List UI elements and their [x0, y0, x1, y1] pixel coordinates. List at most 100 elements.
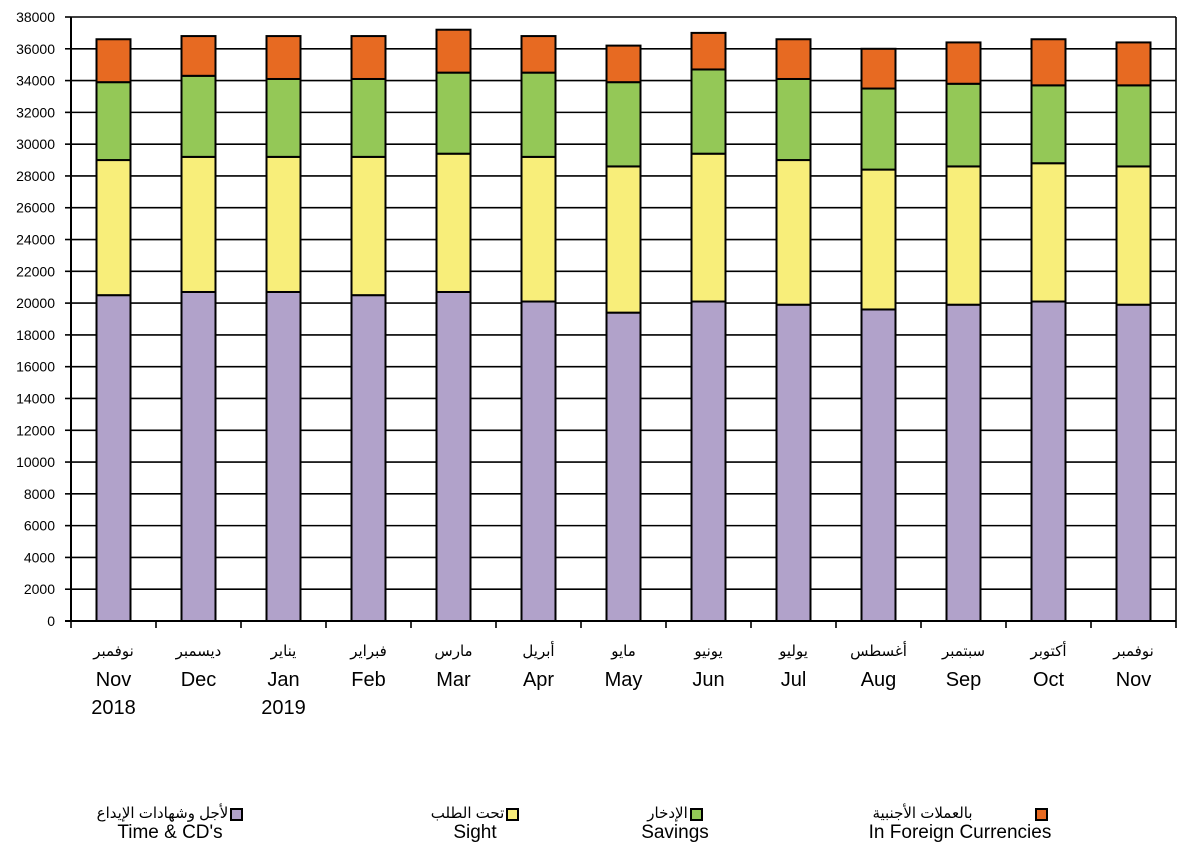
bar-segment — [775, 38, 812, 80]
x-tick-label-en: Sep — [946, 669, 982, 691]
bar-segment — [350, 294, 387, 622]
legend-item-sight: تحت الطلب Sight — [400, 804, 550, 844]
x-tick-label-year: 2019 — [261, 697, 306, 719]
stacked-bar-chart: 0 2000 4000 6000 8000 10000 12000 14000 16000 180… — [16, 9, 1177, 719]
bar-segment — [860, 47, 897, 90]
x-tick-label-ar: نوفمبر — [92, 642, 134, 660]
bar-segment — [1115, 84, 1152, 168]
bar-segment — [690, 31, 727, 71]
legend-swatch — [506, 807, 520, 821]
bar-segment — [1030, 300, 1067, 622]
bar-segment — [1030, 38, 1067, 87]
bar-segment — [1115, 303, 1152, 622]
bar-segment — [945, 303, 982, 622]
bar-segment — [860, 308, 897, 622]
bar-segment — [435, 152, 472, 293]
bar-segment — [265, 77, 302, 158]
bar-segment — [1030, 84, 1067, 165]
bar-segment — [350, 35, 387, 80]
y-tick-label: 24000 — [16, 232, 55, 248]
x-tick-label-en: Feb — [351, 669, 385, 691]
bar-segment — [945, 165, 982, 306]
legend-swatch — [1034, 807, 1048, 821]
bar-segment — [605, 81, 642, 168]
bar-segment — [690, 300, 727, 622]
y-tick-label: 34000 — [16, 73, 55, 89]
axes — [65, 16, 1177, 628]
y-tick-label: 26000 — [16, 200, 55, 216]
x-tick-label-en: Mar — [436, 669, 471, 691]
bar-segment — [605, 311, 642, 622]
x-tick-label-en: May — [605, 669, 643, 691]
y-tick-label: 12000 — [16, 422, 55, 438]
y-tick-label: 14000 — [16, 390, 55, 406]
legend-label-en: Savings — [641, 822, 709, 843]
y-tick-label: 2000 — [24, 581, 55, 597]
bar-segment — [265, 155, 302, 293]
x-tick-label-ar: فبراير — [349, 642, 387, 660]
bar-segment — [605, 44, 642, 84]
bar-segment — [520, 71, 557, 158]
x-tick-label-en: Jan — [267, 669, 299, 691]
x-tick-label-en: Oct — [1033, 669, 1065, 691]
y-tick-label: 32000 — [16, 104, 55, 120]
bar-segment — [775, 303, 812, 622]
bar-segment — [690, 68, 727, 155]
bar-segment — [435, 71, 472, 155]
bar-segment — [265, 35, 302, 80]
bar-segment — [95, 159, 132, 297]
legend-label-ar: الإدخار — [647, 805, 688, 822]
x-tick-label-ar: سبتمبر — [941, 642, 985, 660]
y-tick-label: 6000 — [24, 518, 55, 534]
x-tick-label-en: Nov — [96, 669, 132, 691]
legend-item-foreign-currencies: بالعملات الأجنبية In Foreign Currencies — [830, 804, 1090, 844]
legend-item-savings: الإدخار Savings — [600, 804, 750, 844]
bar-segment — [95, 294, 132, 622]
x-axis-tick-labels: نوفمبر Nov 2018 ديسمبر Dec يناير Jan 2019 فبراير… — [91, 641, 1154, 719]
legend-item-time-cds: لأجل وشهادات الإيداع Time & CD's — [70, 804, 270, 844]
legend-label-en: In Foreign Currencies — [868, 822, 1052, 843]
y-axis-tick-labels: 0 2000 4000 6000 8000 10000 12000 14000 16000 180… — [16, 9, 55, 629]
x-tick-label-ar: يوليو — [778, 642, 808, 660]
x-tick-label-year: 2018 — [91, 697, 136, 719]
y-tick-label: 38000 — [16, 9, 55, 25]
x-tick-label-ar: مارس — [434, 642, 472, 660]
bar-segment — [860, 87, 897, 171]
bar-segment — [860, 168, 897, 311]
legend-swatch — [230, 807, 244, 821]
y-tick-label: 8000 — [24, 486, 55, 502]
x-tick-label-en: Apr — [523, 669, 554, 691]
bar-segment — [520, 155, 557, 303]
bar-segment — [350, 77, 387, 158]
x-tick-label-en: Dec — [181, 669, 217, 691]
bar-segment — [1115, 41, 1152, 87]
x-tick-label-ar: يونيو — [693, 642, 722, 660]
x-tick-label-ar: أبريل — [522, 641, 554, 660]
y-tick-label: 18000 — [16, 327, 55, 343]
legend-label-ar: لأجل وشهادات الإيداع — [96, 805, 229, 822]
x-tick-label-en: Jul — [781, 669, 807, 691]
legend-label-en: Sight — [453, 822, 497, 843]
bar-segment — [265, 290, 302, 622]
bar-segment — [520, 300, 557, 622]
bar-segment — [1030, 162, 1067, 303]
bar-segment — [180, 74, 217, 158]
x-tick-label-ar: أغسطس — [850, 641, 907, 660]
bar-segment — [945, 82, 982, 168]
y-tick-label: 10000 — [16, 454, 55, 470]
bar-segment — [180, 35, 217, 77]
y-tick-label: 4000 — [24, 549, 55, 565]
x-tick-label-ar: مايو — [610, 642, 636, 660]
bar-segment — [775, 77, 812, 162]
bar-segment — [435, 290, 472, 622]
x-tick-label-en: Aug — [861, 669, 897, 691]
legend-label-ar: بالعملات الأجنبية — [872, 805, 973, 822]
y-tick-label: 0 — [47, 613, 55, 629]
bar-segment — [605, 165, 642, 314]
y-tick-label: 16000 — [16, 359, 55, 375]
y-tick-label: 20000 — [16, 295, 55, 311]
bar-segment — [690, 152, 727, 303]
x-tick-label-en: Nov — [1116, 669, 1152, 691]
x-tick-label-ar: أكتوبر — [1029, 641, 1066, 660]
y-tick-label: 28000 — [16, 168, 55, 184]
